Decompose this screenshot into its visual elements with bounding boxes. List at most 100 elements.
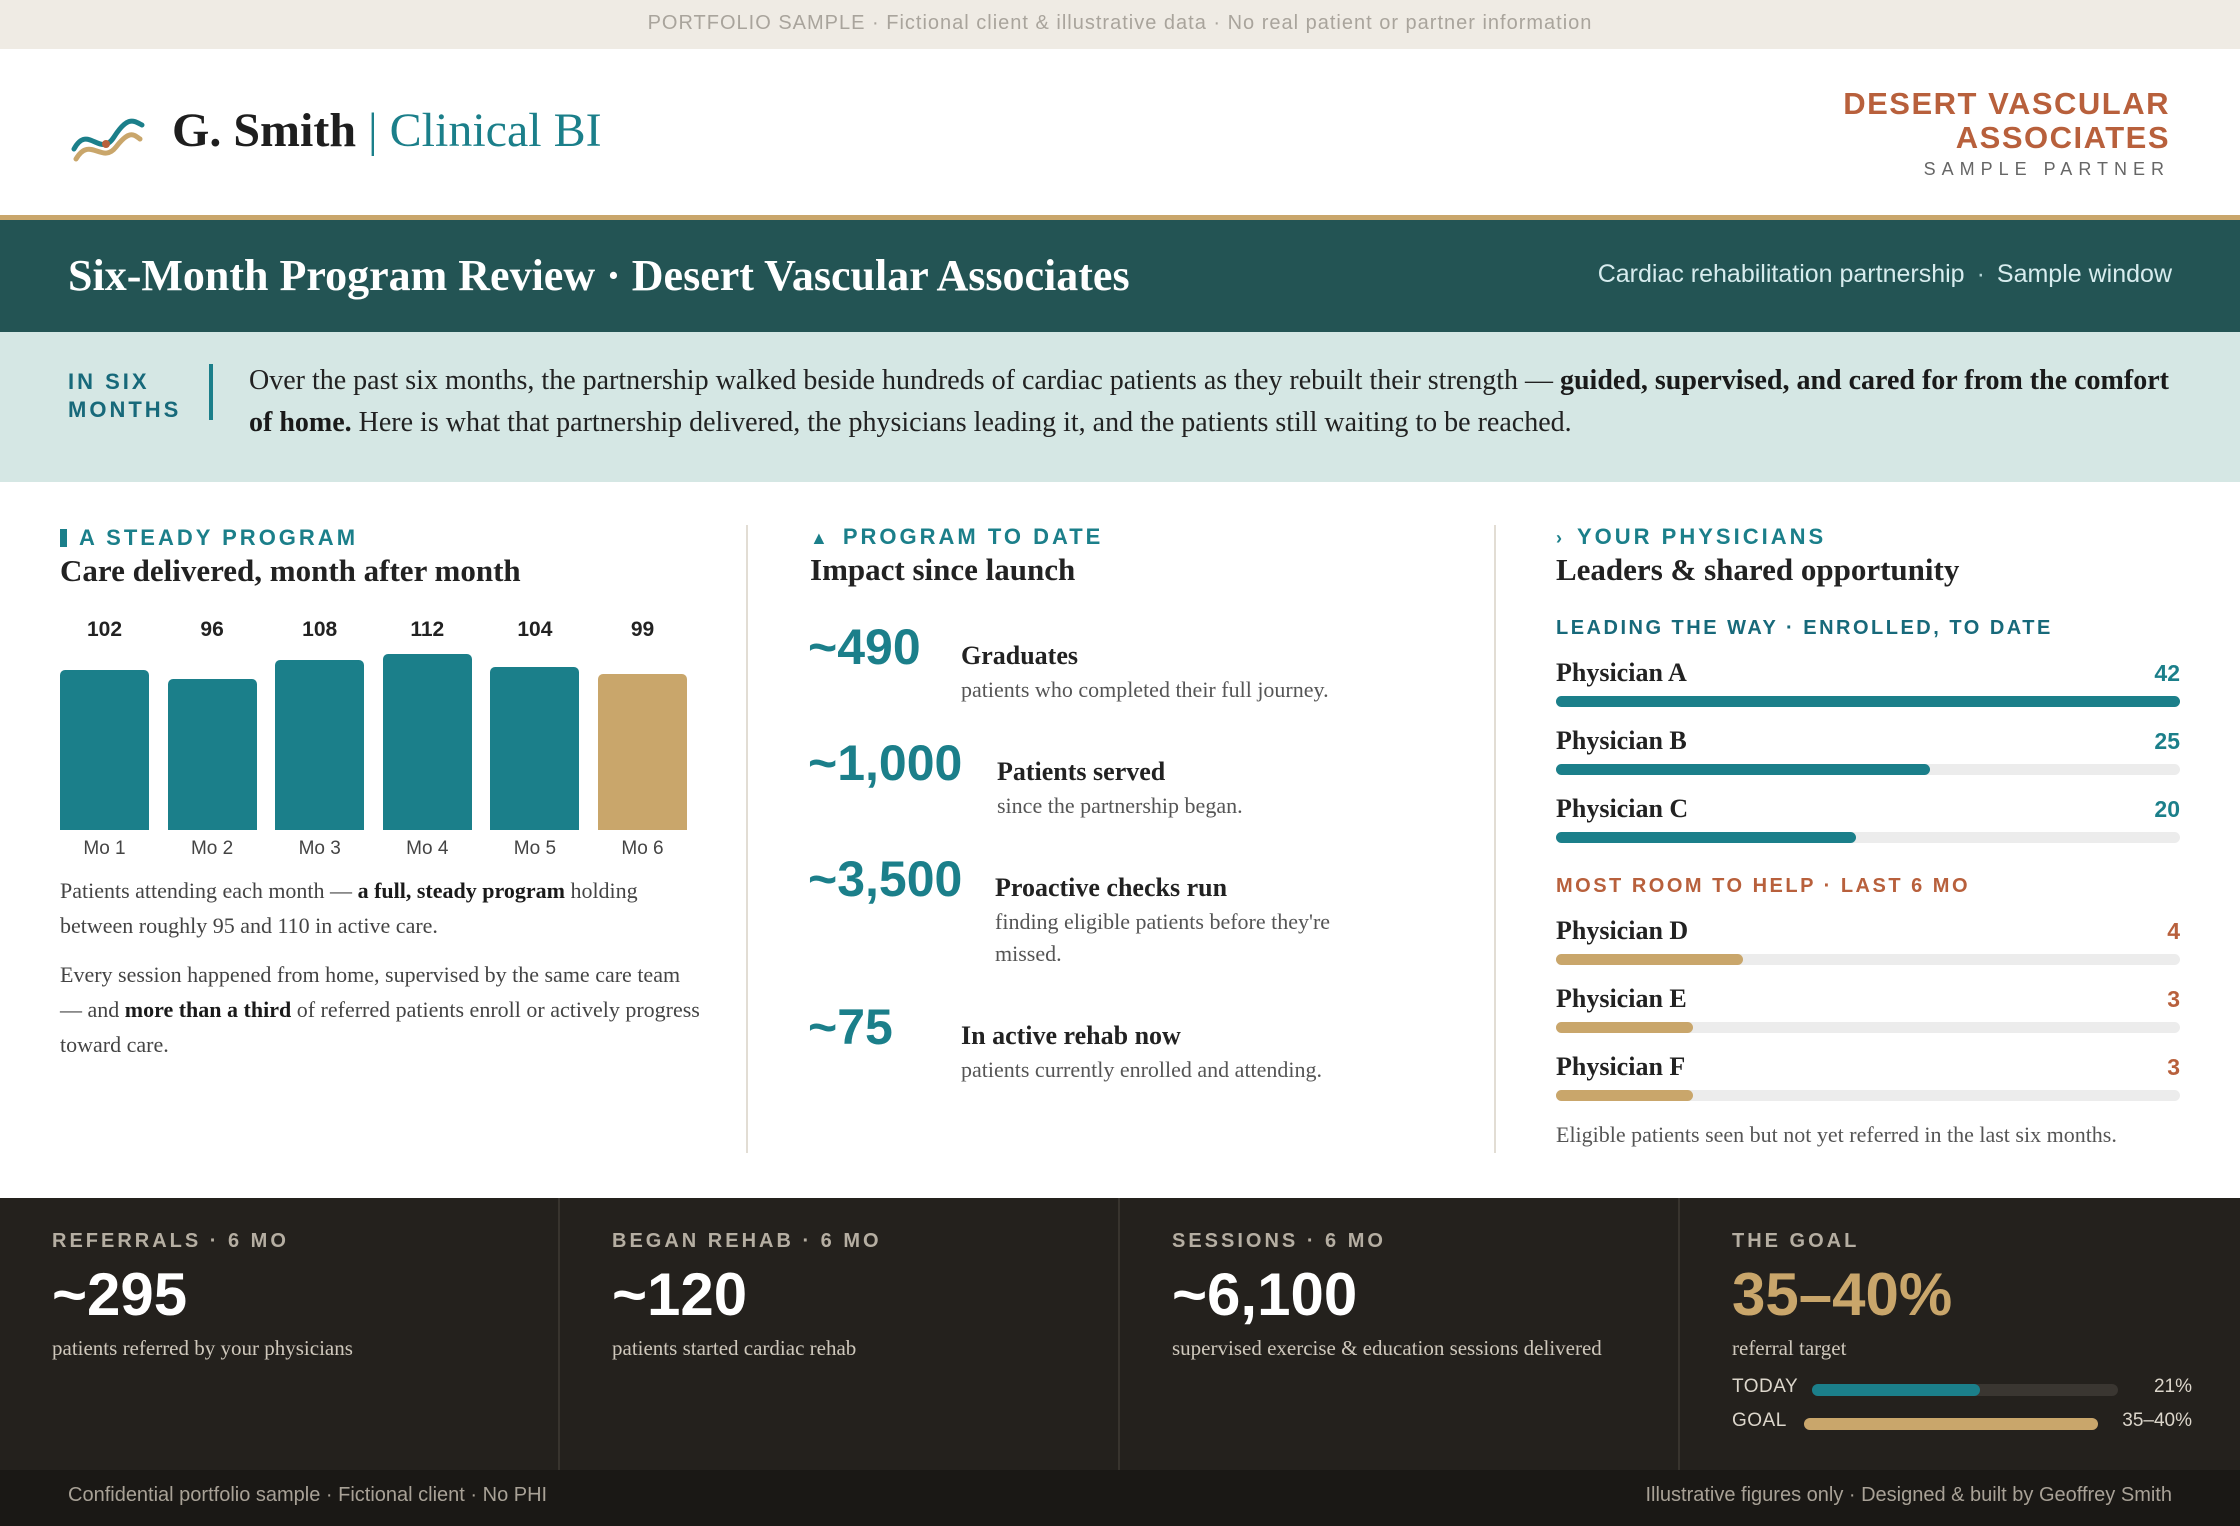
stat-caption: supervised exercise & education sessions…	[1172, 1336, 1602, 1360]
chevron-right-icon: ›	[1556, 528, 1565, 548]
stat-big-value: ~6,100	[1172, 1261, 1358, 1328]
physician-bar-fill	[1556, 832, 1856, 843]
physician-name: Physician C	[1556, 794, 1689, 823]
chart-category-label: Mo 1	[83, 838, 126, 859]
chart-category-label: Mo 2	[190, 838, 234, 859]
physician-bar-fill	[1556, 696, 2180, 707]
footer-left-note: Confidential portfolio sample · Fictiona…	[68, 1484, 548, 1506]
goal-today-row: TODAY 21%	[1732, 1376, 2192, 1400]
physician-bar-track	[1556, 696, 2180, 707]
goal-target-row: GOAL 35–40%	[1732, 1410, 2192, 1434]
col3-eyebrow: › YOUR PHYSICIANS	[1556, 524, 1826, 550]
chart-bar	[382, 654, 472, 830]
stat-key: BEGAN REHAB · 6 MO	[612, 1230, 882, 1252]
stat-divider	[1118, 1198, 1120, 1470]
p2-end: of referred patients enroll or actively …	[60, 997, 700, 1057]
goal-today-track	[1812, 1384, 2118, 1396]
chart-value-label: 112	[410, 618, 445, 641]
stat-caption: patients started cardiac rehab	[612, 1336, 857, 1360]
physician-value: 25	[2154, 728, 2180, 754]
bar-marker-icon	[60, 529, 67, 547]
chart-bar	[490, 667, 580, 830]
chart-value-label: 102	[86, 618, 123, 641]
title-bar: Six-Month Program Review · Desert Vascul…	[0, 220, 2240, 332]
physician-name: Physician D	[1556, 916, 1689, 945]
chart-bar	[60, 670, 149, 830]
goal-today-fill	[1812, 1384, 1981, 1396]
physician-bar-track	[1556, 1090, 2180, 1101]
stat-divider	[1678, 1198, 1680, 1470]
physician-bar-fill	[1556, 1090, 1694, 1101]
physician-bar-fill	[1556, 1022, 1694, 1033]
col2-heading: Impact since launch	[810, 552, 1076, 587]
physician-bar-track	[1556, 764, 2180, 775]
physician-name: Physician A	[1556, 658, 1687, 687]
p1-bold: a full, steady program	[357, 878, 565, 903]
physician-value: 4	[2167, 918, 2180, 944]
physician-bar-fill	[1556, 954, 1744, 965]
chart-bar	[275, 660, 365, 830]
stat-value: ~3,500	[808, 851, 963, 907]
stat-referrals: REFERRALS · 6 MO ~295 patients referred …	[0, 1198, 560, 1470]
chart-category-label: Mo 4	[406, 838, 449, 859]
summary-stats-band: REFERRALS · 6 MO ~295 patients referred …	[0, 1198, 2240, 1470]
partner-block: DESERT VASCULAR ASSOCIATES SAMPLE PARTNE…	[1810, 87, 2170, 180]
physician-value: 42	[2154, 660, 2180, 686]
chart-category-label: Mo 6	[621, 838, 664, 859]
physician-value: 20	[2154, 796, 2180, 822]
header: G. Smith | Clinical BI DESERT VASCULAR A…	[0, 49, 2240, 215]
physician-value: 3	[2167, 1054, 2180, 1080]
goal-target-track	[1804, 1418, 2098, 1430]
monthly-attendance-chart: 102 Mo 1 96 Mo 2 108 Mo 3 112 Mo 4 104 Mo 5 99 Mo 6	[60, 610, 688, 860]
portfolio-disclaimer: PORTFOLIO SAMPLE · Fictional client & il…	[0, 0, 2240, 49]
chart-value-label: 108	[302, 618, 338, 641]
meta-window: Sample window	[1996, 260, 2172, 288]
chart-category-label: Mo 5	[513, 838, 557, 859]
page-title: Six-Month Program Review · Desert Vascul…	[68, 251, 1130, 300]
col1-paragraph-1: Patients attending each month — a full, …	[60, 873, 700, 943]
stat-title: Patients served	[997, 757, 1166, 786]
intro-text-bold: guided, supervised, and cared for from t…	[249, 365, 2169, 438]
col3-eyebrow-text: YOUR PHYSICIANS	[1577, 524, 1827, 549]
physician-name: Physician F	[1556, 1052, 1686, 1081]
title-meta: Cardiac rehabilitation partnership · Sampl…	[1598, 260, 2172, 289]
chart-category-label: Mo 3	[298, 838, 341, 859]
physician-bar-fill	[1556, 764, 1931, 775]
brand-separator: |	[368, 104, 378, 157]
intro-band: IN SIX MONTHS Over the past six months, …	[0, 332, 2240, 482]
stat-value: ~490	[808, 619, 921, 675]
col1-paragraph-2: Every session happened from home, superv…	[60, 957, 700, 1062]
stat-value: ~75	[808, 999, 893, 1055]
chart-value-label: 96	[200, 618, 224, 641]
chart-bar	[598, 674, 687, 830]
stat-caption: patients referred by your physicians	[52, 1336, 353, 1360]
col1-eyebrow: A STEADY PROGRAM	[60, 525, 358, 551]
stat-big-value: ~295	[52, 1261, 188, 1328]
physician-bar-track	[1556, 832, 2180, 843]
column-divider	[746, 525, 748, 1153]
stat-key: THE GOAL	[1732, 1230, 1860, 1252]
chart-value-label: 104	[517, 618, 553, 641]
col3-heading: Leaders & shared opportunity	[1556, 552, 1960, 587]
col2-eyebrow: ▲ PROGRAM TO DATE	[810, 524, 1103, 550]
meta-program: Cardiac rehabilitation partnership	[1597, 260, 1965, 288]
column-divider	[1494, 525, 1496, 1153]
physician-bar-track	[1556, 1022, 2180, 1033]
brand-name: G. Smith	[172, 104, 357, 157]
meta-separator: ·	[1976, 260, 1985, 288]
stat-goal: THE GOAL 35–40% referral target TODAY 21…	[1680, 1198, 2240, 1470]
stat-big-value: ~120	[612, 1261, 748, 1328]
footer-bar: Confidential portfolio sample · Fictiona…	[0, 1470, 2240, 1526]
goal-today-label: TODAY	[1732, 1376, 1799, 1397]
stat-value: ~1,000	[808, 735, 963, 791]
intro-text-end: Here is what that partnership delivered,…	[358, 407, 1572, 438]
stat-caption: referral target	[1732, 1336, 1847, 1360]
p1-end: holding between roughly 95 and 110 in ac…	[60, 878, 638, 938]
col2-eyebrow-text: PROGRAM TO DATE	[842, 524, 1104, 549]
room-label: MOST ROOM TO HELP · LAST 6 MO	[1556, 875, 1970, 897]
goal-target-value: 35–40%	[2122, 1410, 2192, 1431]
col1-heading: Care delivered, month after month	[60, 553, 521, 588]
physician-note: Eligible patients seen but not yet refer…	[1556, 1122, 2117, 1147]
stat-key: SESSIONS · 6 MO	[1172, 1230, 1386, 1252]
leading-label: LEADING THE WAY · ENROLLED, TO DATE	[1556, 617, 2053, 639]
